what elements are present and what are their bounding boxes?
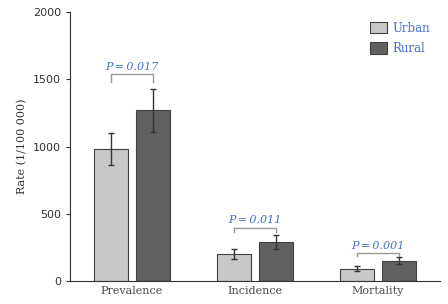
- Bar: [382, 261, 416, 281]
- Bar: [340, 269, 375, 281]
- Bar: [258, 242, 293, 281]
- Bar: [136, 110, 170, 281]
- Bar: [217, 254, 251, 281]
- Text: P = 0.011: P = 0.011: [228, 215, 282, 225]
- Legend: Urban, Rural: Urban, Rural: [366, 18, 434, 58]
- Text: P = 0.001: P = 0.001: [351, 241, 405, 251]
- Text: P = 0.017: P = 0.017: [105, 62, 159, 72]
- Y-axis label: Rate (1/100 000): Rate (1/100 000): [17, 99, 28, 194]
- Bar: [94, 149, 128, 281]
